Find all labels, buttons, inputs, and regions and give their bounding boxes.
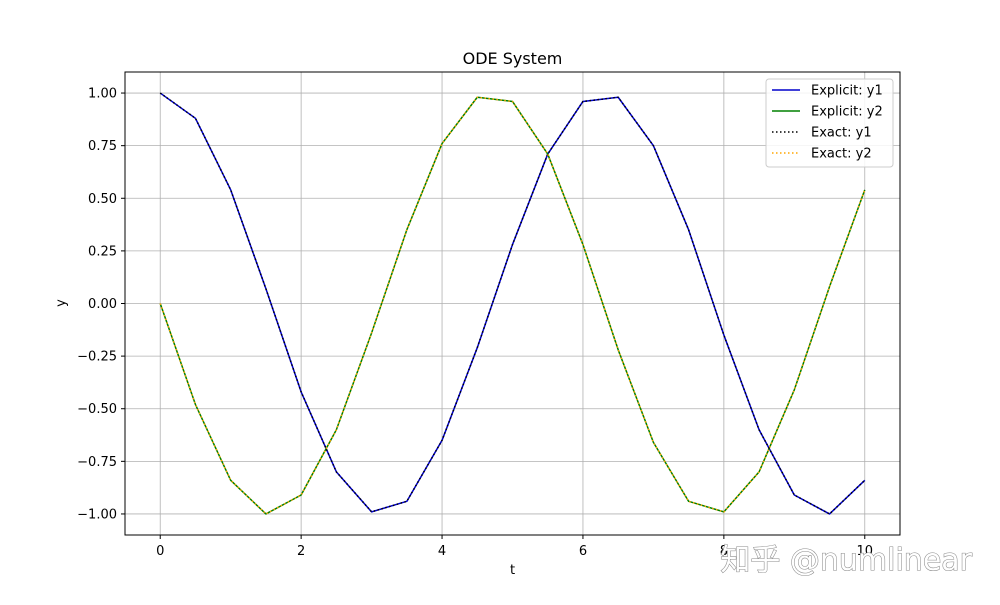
data-point xyxy=(441,439,443,441)
data-point xyxy=(688,500,690,502)
data-point xyxy=(406,229,408,231)
data-point xyxy=(300,391,302,393)
y-tick-label: 0.75 xyxy=(88,139,117,154)
data-point xyxy=(582,244,584,246)
y-tick-label: 0.50 xyxy=(88,192,117,207)
data-point xyxy=(793,389,795,391)
data-point xyxy=(230,189,232,191)
chart-title: ODE System xyxy=(463,49,563,68)
data-point xyxy=(335,471,337,473)
y-axis-label: y xyxy=(54,299,69,307)
data-point xyxy=(159,303,161,305)
y-tick-label: 0.00 xyxy=(88,297,117,312)
data-point xyxy=(793,494,795,496)
data-point xyxy=(476,347,478,349)
y-tick-label: −0.25 xyxy=(77,350,117,365)
series-line-exact-y1 xyxy=(159,92,866,515)
data-point xyxy=(512,101,514,103)
legend-label: Exact: y1 xyxy=(811,126,872,141)
data-point xyxy=(265,288,267,290)
data-point xyxy=(335,429,337,431)
series-layer xyxy=(159,92,866,515)
data-point xyxy=(476,96,478,98)
data-point xyxy=(758,429,760,431)
series-line-exact-y2 xyxy=(159,96,866,515)
data-point xyxy=(758,471,760,473)
grid xyxy=(125,72,900,535)
legend-label: Explicit: y2 xyxy=(811,105,883,120)
x-tick-label: 10 xyxy=(856,544,873,559)
data-point xyxy=(441,143,443,145)
x-tick-label: 6 xyxy=(579,544,587,559)
y-tick-label: 1.00 xyxy=(88,87,117,102)
data-point xyxy=(617,349,619,351)
y-tick-label: −0.50 xyxy=(77,402,117,417)
data-point xyxy=(653,442,655,444)
x-tick-label: 0 xyxy=(156,544,164,559)
x-tick-label: 2 xyxy=(297,544,305,559)
data-point xyxy=(617,96,619,98)
data-point xyxy=(829,286,831,288)
data-point xyxy=(723,334,725,336)
watermark: 知乎 @numlinear xyxy=(720,543,972,578)
legend-label: Exact: y2 xyxy=(811,147,872,162)
data-point xyxy=(371,332,373,334)
data-point xyxy=(653,145,655,147)
data-point xyxy=(864,189,866,191)
legend: Explicit: y1 Explicit: y2 Exact: y1 Exact: … xyxy=(765,78,894,168)
data-point xyxy=(582,101,584,103)
data-point xyxy=(371,511,373,513)
data-point xyxy=(829,513,831,515)
y-tick-label: 0.25 xyxy=(88,244,117,259)
y-tick-label: −0.75 xyxy=(77,455,117,470)
x-tick-label: 8 xyxy=(720,544,728,559)
data-point xyxy=(265,513,267,515)
legend-label: Explicit: y1 xyxy=(811,84,883,99)
data-point xyxy=(300,494,302,496)
data-point xyxy=(195,117,197,119)
data-point xyxy=(864,479,866,481)
data-point xyxy=(159,92,161,94)
data-point xyxy=(230,479,232,481)
ticks: 0 2 4 6 8 10 1.00 0.75 0.50 0.25 0.00 −0.25 −0.50 −0.… xyxy=(77,87,873,559)
x-tick-label: 4 xyxy=(438,544,446,559)
data-point xyxy=(406,500,408,502)
data-point xyxy=(195,404,197,406)
data-point xyxy=(723,511,725,513)
data-point xyxy=(688,229,690,231)
legend-box xyxy=(765,78,894,168)
data-point xyxy=(547,153,549,155)
data-point xyxy=(512,244,514,246)
y-tick-label: −1.00 xyxy=(77,507,117,522)
x-axis-label: t xyxy=(510,563,515,578)
